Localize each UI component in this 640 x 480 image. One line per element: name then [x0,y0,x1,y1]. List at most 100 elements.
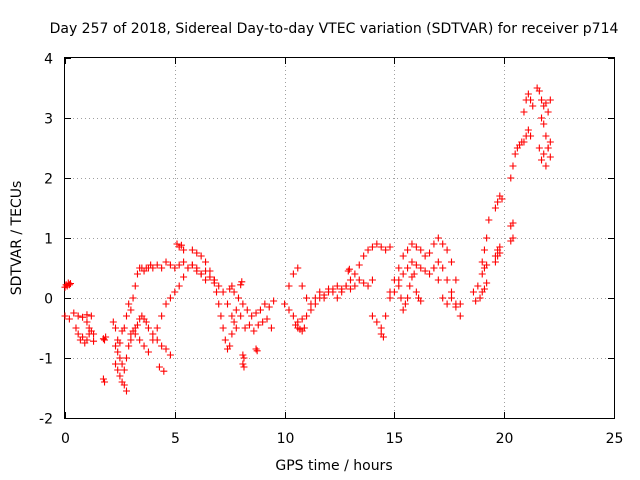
data-point [447,288,455,296]
series-track-an [520,90,537,116]
data-point [421,267,429,275]
series-track-j [127,261,218,356]
data-point [303,294,311,302]
data-point [102,333,110,341]
data-point [439,294,447,302]
data-point [535,144,543,152]
series-track-v [281,264,376,308]
data-point [281,300,289,308]
data-point [325,288,333,296]
data-point [538,114,546,122]
series-track-ar [538,114,554,161]
data-point [109,318,117,326]
data-point [166,294,174,302]
series-track-e [99,333,110,344]
data-point [158,342,166,350]
series-track-z [368,234,464,332]
data-point [285,306,293,314]
data-point [202,276,210,284]
data-point [351,282,359,290]
data-point [483,234,491,242]
series-track-g [109,258,218,347]
data-point [253,347,261,355]
data-point [496,243,504,251]
data-point [395,264,403,272]
data-point [133,270,141,278]
data-point [395,276,403,284]
data-point [239,360,247,368]
data-point [125,342,133,350]
data-point [377,243,385,251]
data-point [544,108,552,116]
x-tick-label: 20 [496,431,514,447]
data-point [265,303,273,311]
data-point [79,313,87,321]
data-point [307,306,315,314]
data-point [364,282,372,290]
data-point [243,306,251,314]
data-point [180,246,188,254]
data-point [338,285,346,293]
data-point [520,138,528,146]
data-point [412,288,420,296]
data-point [364,246,372,254]
data-point [158,312,166,320]
data-point [382,312,390,320]
data-point [434,258,442,266]
data-point [478,270,486,278]
series-track-b [61,309,95,323]
data-point [333,282,341,290]
data-point [238,278,246,286]
data-point [149,264,157,272]
data-point [421,252,429,260]
data-point [472,297,480,305]
y-tick-label: -2 [39,412,53,428]
data-point [494,198,502,206]
data-point [230,288,238,296]
data-point [112,324,120,332]
series-track-ao [520,126,535,146]
data-point [397,294,405,302]
data-point [166,261,174,269]
x-tick-label: 0 [61,431,70,447]
data-point [329,285,337,293]
series-track-t [239,360,248,371]
data-point [360,279,368,287]
data-point [118,360,126,368]
series-track-ap [533,84,554,116]
data-point [360,252,368,260]
data-point [346,276,354,284]
y-tick-label: 2 [44,172,53,188]
data-point [193,264,201,272]
data-point [524,90,532,98]
series-track-p [234,294,278,320]
data-point [122,312,130,320]
data-point [219,324,227,332]
data-point [230,318,238,326]
series-track-ac [395,270,425,314]
data-point [270,297,278,305]
series-track-n [210,276,240,353]
data-point [206,273,214,281]
data-point [430,264,438,272]
data-point [289,312,297,320]
data-point [112,360,120,368]
data-point [74,330,82,338]
data-point [408,258,416,266]
data-point [72,324,80,332]
data-point [351,270,359,278]
series-track-u [252,345,261,355]
data-point [417,264,425,272]
data-point [87,312,95,320]
data-point [478,258,486,266]
data-point [333,294,341,302]
data-point [529,102,537,110]
data-point [144,324,152,332]
data-point [149,330,157,338]
data-point [248,312,256,320]
data-points [61,84,554,395]
data-point [162,258,170,266]
data-point [439,240,447,248]
data-point [434,276,442,284]
data-point [70,309,78,317]
